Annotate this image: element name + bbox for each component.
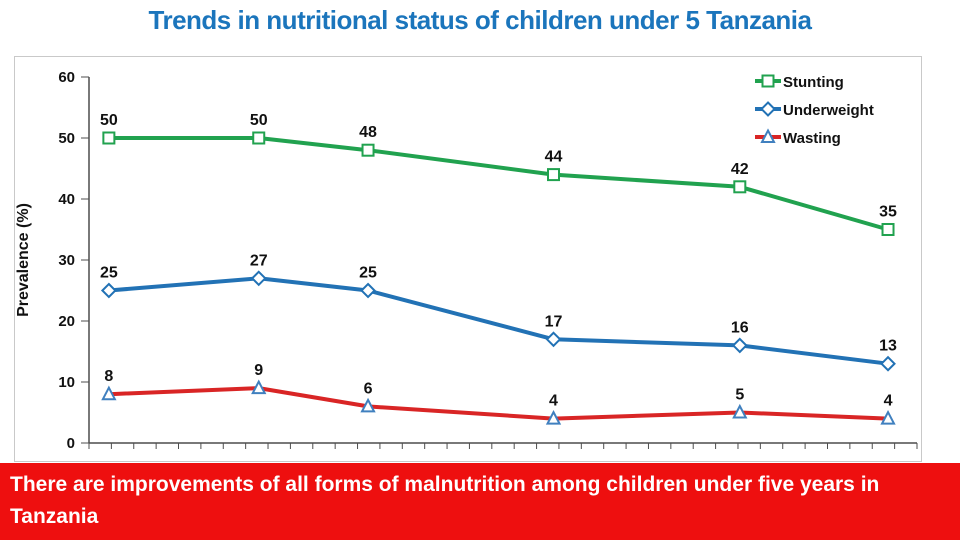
data-label: 48: [359, 124, 377, 141]
data-point-marker: [100, 282, 117, 299]
data-label: 13: [879, 338, 897, 355]
data-point-marker: [731, 337, 748, 354]
data-point-marker: [252, 131, 266, 145]
legend-item-wasting: Wasting: [755, 128, 841, 147]
summary-banner-text: There are improvements of all forms of m…: [10, 473, 880, 528]
y-tick-label: 0: [67, 435, 75, 452]
data-label: 35: [879, 204, 897, 221]
legend-label: Underweight: [783, 102, 874, 119]
legend-item-stunting: Stunting: [755, 74, 844, 91]
data-label: 42: [731, 161, 749, 178]
data-label: 27: [250, 252, 268, 269]
y-tick-label: 30: [58, 252, 75, 269]
data-label: 17: [545, 313, 563, 330]
y-axis-title: Prevalence (%): [15, 203, 32, 317]
data-label: 16: [731, 319, 749, 336]
data-point-marker: [733, 180, 747, 194]
data-label: 5: [735, 387, 744, 404]
data-label: 9: [254, 362, 263, 379]
data-point-marker: [250, 270, 267, 287]
data-point-marker: [761, 74, 775, 88]
y-tick-label: 50: [58, 130, 75, 147]
data-point-marker: [760, 101, 776, 117]
chart-frame: Prevalence (%) 0 10 20 30 40 50 60 50 50 48 44 42 3…: [14, 56, 922, 462]
series-underweight: 25 27 25 17 16 13: [100, 252, 897, 372]
series-line-wasting: [106, 386, 891, 421]
axes: 0 10 20 30 40 50 60: [58, 69, 918, 452]
data-point-marker: [251, 379, 267, 395]
data-point-marker: [732, 403, 748, 419]
data-label: 8: [104, 368, 113, 385]
series-layer: 50 50 48 44 42 35 25 27 25 17 16 13 8 9 6 4 5 4: [100, 112, 897, 425]
data-label: 50: [250, 112, 268, 129]
data-point-marker: [545, 409, 562, 425]
series-stunting: 50 50 48 44 42 35: [100, 112, 897, 236]
legend-item-underweight: Underweight: [755, 101, 874, 119]
summary-banner: There are improvements of all forms of m…: [0, 463, 960, 540]
data-point-marker: [360, 397, 376, 413]
data-label: 50: [100, 112, 118, 129]
data-point-marker: [760, 128, 776, 143]
data-label: 4: [549, 393, 558, 410]
data-point-marker: [101, 385, 117, 401]
page-title: Trends in nutritional status of children…: [148, 5, 813, 35]
data-point-marker: [880, 355, 896, 372]
data-point-marker: [881, 223, 895, 236]
data-label: 44: [545, 149, 563, 166]
series-line-stunting: [106, 136, 891, 232]
y-tick-label: 20: [58, 313, 75, 330]
data-label: 4: [884, 393, 893, 410]
legend-label: Wasting: [783, 130, 841, 147]
data-point-marker: [361, 143, 375, 157]
legend: Stunting Underweight Wasting: [755, 74, 874, 147]
y-tick-label: 10: [58, 374, 75, 391]
data-point-marker: [102, 131, 116, 145]
legend-label: Stunting: [783, 74, 844, 91]
y-tick-label: 40: [58, 191, 75, 208]
data-point-marker: [880, 409, 896, 425]
y-tick-label: 60: [58, 69, 75, 86]
series-line-underweight: [106, 276, 891, 366]
data-point-marker: [360, 282, 376, 299]
data-point-marker: [547, 168, 561, 182]
data-label: 6: [364, 380, 373, 397]
data-point-marker: [545, 331, 562, 348]
data-label: 25: [100, 265, 118, 282]
data-label: 25: [359, 265, 377, 282]
series-wasting: 8 9 6 4 5 4: [101, 362, 896, 425]
